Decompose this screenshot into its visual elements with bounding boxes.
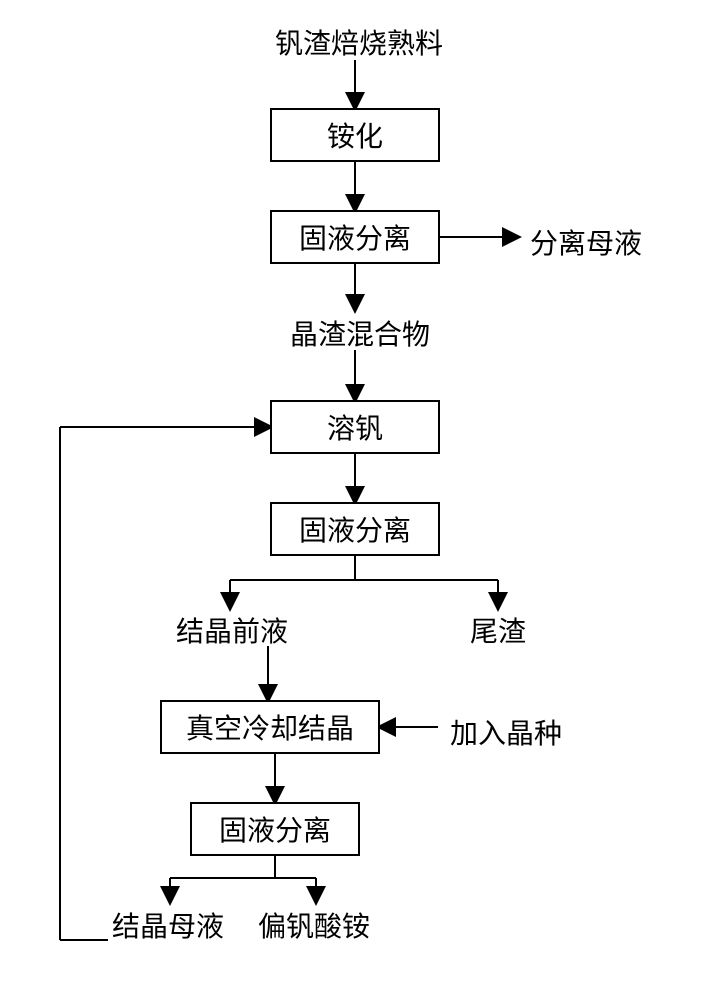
flow-box-label: 固液分离	[219, 809, 331, 849]
flow-box-label: 溶钒	[327, 407, 383, 447]
flow-label-l_pre: 结晶前液	[176, 610, 288, 650]
flow-label-l_sep: 分离母液	[530, 222, 642, 262]
flow-box-b6: 固液分离	[190, 802, 360, 856]
flow-box-b3: 溶钒	[270, 400, 440, 454]
flow-box-b2: 固液分离	[270, 210, 440, 264]
flow-box-label: 真空冷却结晶	[186, 707, 354, 747]
flow-label-l_tail: 尾渣	[470, 610, 526, 650]
flow-label-l_prod: 偏钒酸铵	[258, 905, 370, 945]
flow-label-l_mix: 晶渣混合物	[290, 313, 430, 353]
flow-label-l_top: 钒渣焙烧熟料	[275, 22, 443, 62]
flow-label-l_mother: 结晶母液	[112, 905, 224, 945]
flow-box-b4: 固液分离	[270, 502, 440, 556]
flow-box-b1: 铵化	[270, 108, 440, 162]
flow-box-label: 固液分离	[299, 217, 411, 257]
flow-box-label: 铵化	[327, 115, 383, 155]
flow-label-l_seed: 加入晶种	[450, 712, 562, 752]
flow-box-label: 固液分离	[299, 509, 411, 549]
flow-box-b5: 真空冷却结晶	[160, 700, 380, 754]
